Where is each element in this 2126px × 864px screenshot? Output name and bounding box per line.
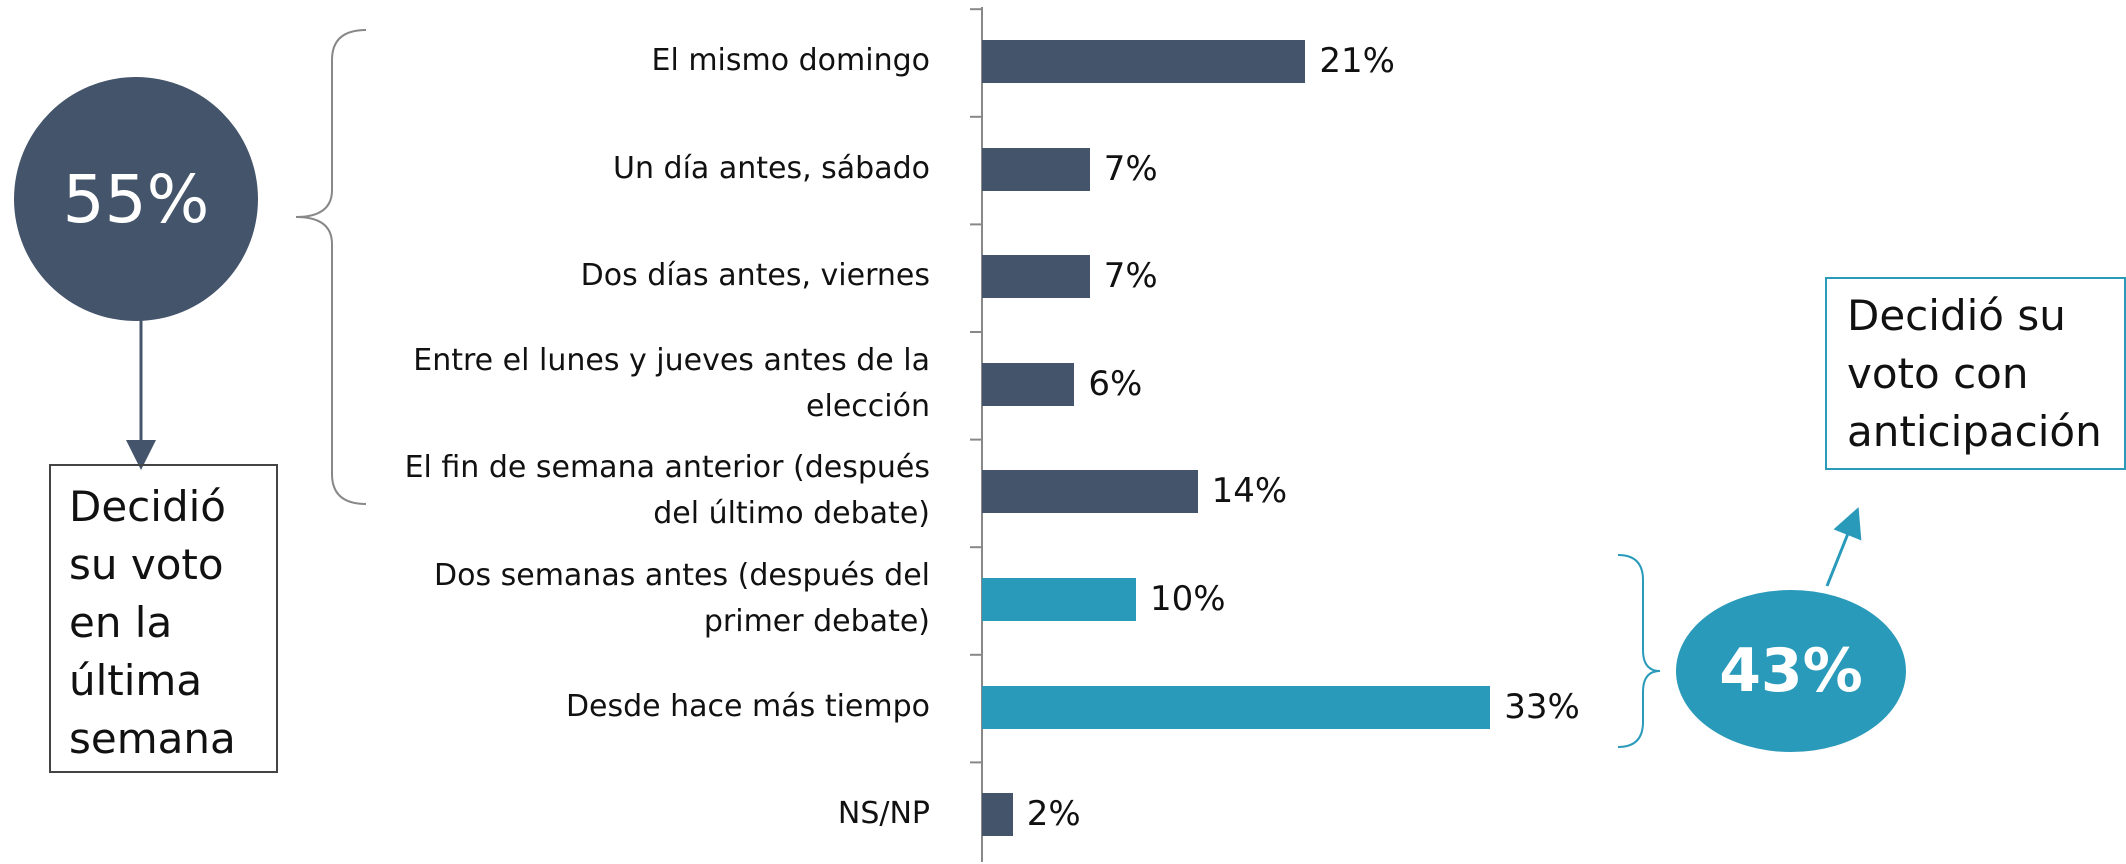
- bar: [982, 40, 1306, 83]
- circle-55: [14, 77, 258, 321]
- bar: [982, 255, 1090, 299]
- category-ticks: [970, 8, 982, 764]
- brace-right: [1617, 554, 1661, 748]
- category-label: El mismo domingo: [651, 43, 931, 78]
- box-line: en la: [69, 598, 173, 647]
- value-label: 33%: [1504, 686, 1580, 727]
- category-label: Dos días antes, viernes: [580, 258, 930, 294]
- value-label: 7%: [1103, 256, 1158, 297]
- bar: [982, 793, 1013, 837]
- category-label: Un día antes, sábado: [613, 150, 930, 186]
- total-55: 55%: [62, 161, 210, 238]
- category-label: Dos semanas antes (después del primer de…: [433, 558, 930, 639]
- box-line: su voto: [69, 540, 224, 589]
- early-box: Decidió su voto con anticipación: [1825, 277, 2126, 470]
- ellipse-43: [1676, 590, 1906, 752]
- value-label: 21%: [1319, 41, 1395, 81]
- category-label: El fin de semana anterior (después del ú…: [404, 450, 930, 532]
- category-label: Desde hace más tiempo: [565, 688, 930, 724]
- value-label: 10%: [1150, 579, 1226, 619]
- category-label: Entre el lunes y jueves antes de la elec…: [413, 342, 930, 424]
- arrow-right: [1825, 507, 1862, 587]
- total-43: 43%: [1719, 636, 1863, 706]
- last-week-box: Decidió su voto en la última semana: [49, 464, 278, 773]
- category-label: NS/NP: [837, 796, 930, 832]
- bar: [982, 578, 1136, 621]
- box-line: Decidió su: [1847, 291, 2066, 340]
- box-line: Decidió: [69, 482, 226, 531]
- box-line: semana: [69, 714, 236, 763]
- value-label: 7%: [1103, 148, 1158, 189]
- bar: [982, 147, 1090, 191]
- box-line: última: [69, 656, 203, 705]
- bar: [982, 362, 1075, 406]
- brace-left: [295, 29, 367, 505]
- box-line: anticipación: [1847, 407, 2102, 456]
- bar: [982, 470, 1198, 514]
- value-label: 14%: [1211, 471, 1288, 512]
- box-line: voto con: [1847, 349, 2029, 398]
- bar: [982, 685, 1491, 729]
- value-label: 2%: [1026, 794, 1081, 835]
- value-label: 6%: [1088, 363, 1143, 404]
